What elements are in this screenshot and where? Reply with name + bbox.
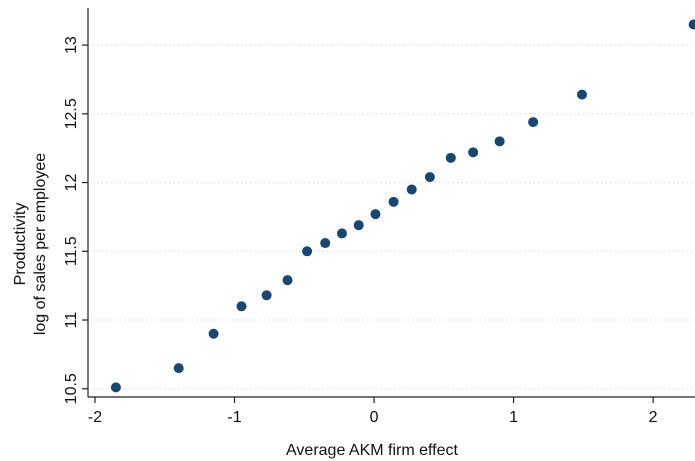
data-point: [388, 196, 399, 207]
data-point: [320, 238, 331, 249]
data-point: [261, 290, 272, 301]
data-point: [576, 89, 587, 100]
data-point: [688, 19, 695, 30]
x-tick-label: 2: [649, 409, 658, 426]
data-point: [208, 328, 219, 339]
x-axis-title: Average AKM firm effect: [286, 442, 458, 459]
data-point: [468, 147, 479, 158]
data-point: [282, 275, 293, 286]
gridlines: [88, 44, 695, 390]
data-point: [336, 228, 347, 239]
data-point: [110, 382, 121, 393]
x-tick-label: 0: [370, 409, 379, 426]
y-axis-title-line-1: Productivity: [12, 203, 29, 286]
data-points: [110, 19, 695, 393]
y-axis-title-line-2: log of sales per employee: [32, 153, 49, 335]
y-tick-label: 11.5: [63, 236, 80, 266]
data-point: [370, 209, 381, 220]
x-tick-label: -2: [88, 409, 102, 426]
y-axis-title-group: Productivity log of sales per employee: [12, 153, 49, 335]
data-point: [494, 136, 505, 147]
y-tick-label: 11: [63, 312, 80, 329]
data-point: [445, 152, 456, 163]
data-point: [353, 220, 364, 231]
y-tick-label: 12: [63, 174, 80, 192]
data-point: [302, 246, 313, 257]
x-tick-label: 1: [509, 409, 518, 426]
data-point: [236, 301, 247, 312]
data-point: [406, 184, 417, 195]
x-tick-label: -1: [227, 409, 241, 426]
data-point: [424, 172, 435, 183]
y-tick-label: 13: [63, 36, 80, 54]
y-tick-label: 12.5: [63, 98, 80, 129]
data-point: [173, 363, 184, 374]
data-point: [528, 117, 539, 128]
y-tick-label: 10.5: [63, 373, 80, 404]
axes: [87, 8, 695, 398]
